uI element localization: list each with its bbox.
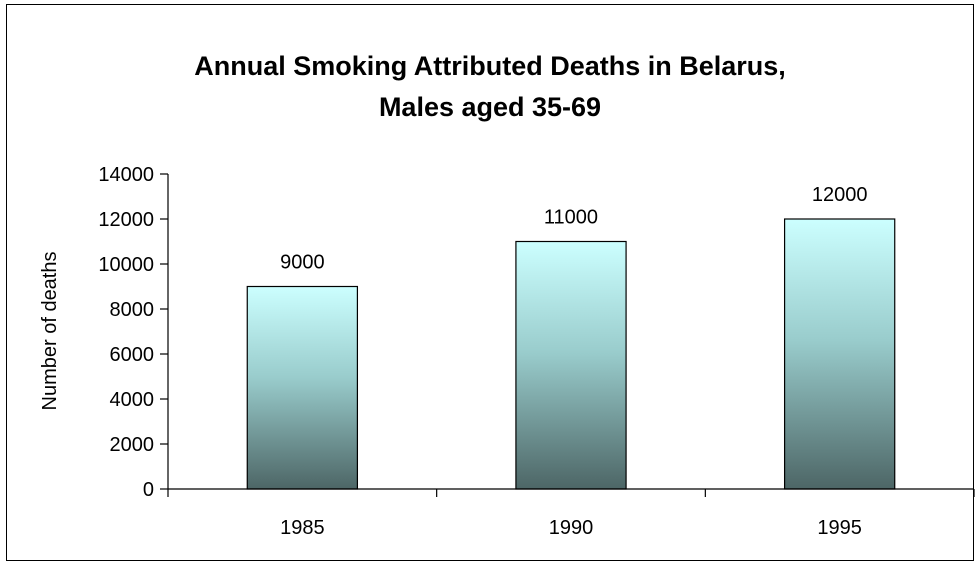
x-tick-label-1995: 1995: [817, 517, 862, 539]
y-tick-label-8000: 8000: [110, 299, 155, 321]
y-tick-label-4000: 4000: [110, 389, 155, 411]
chart-title-line-2: Males aged 35-69: [378, 92, 602, 122]
data-label-1995: 12000: [812, 184, 868, 206]
x-tick-label-1990: 1990: [549, 517, 594, 539]
chart-title: Annual Smoking Attributed Deaths in Bela…: [0, 46, 980, 128]
y-tick-label-0: 0: [143, 479, 154, 501]
y-tick-label-6000: 6000: [110, 344, 155, 366]
y-tick-label-14000: 14000: [98, 164, 154, 186]
x-tick-label-1985: 1985: [280, 517, 325, 539]
data-label-1990: 11000: [544, 207, 598, 229]
bar-1990: [515, 240, 627, 490]
y-tick-label-10000: 10000: [98, 254, 154, 276]
data-label-1985: 9000: [280, 252, 325, 274]
y-tick-label-2000: 2000: [110, 434, 155, 456]
y-axis-title: Number of deaths: [39, 252, 61, 411]
bar-1995: [783, 218, 896, 490]
chart-title-line-1: Annual Smoking Attributed Deaths in Bela…: [194, 51, 786, 81]
bar-1985: [246, 285, 359, 490]
y-tick-label-12000: 12000: [98, 209, 154, 231]
